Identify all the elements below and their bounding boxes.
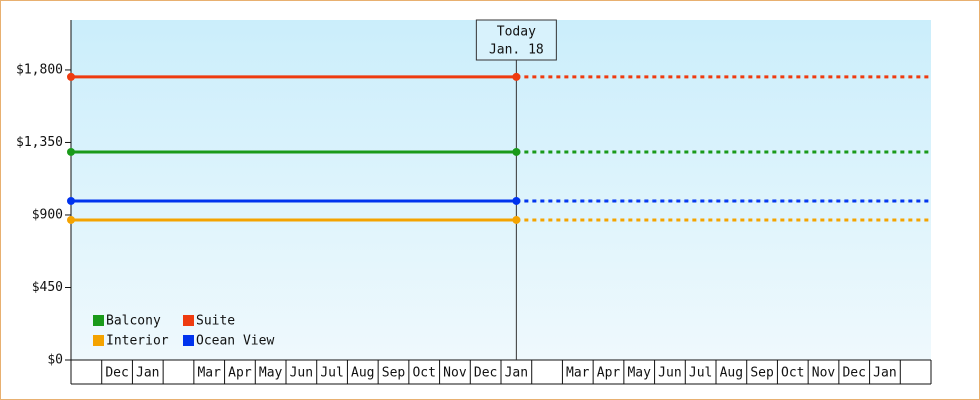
x-tick-label: Jun xyxy=(658,366,681,381)
x-tick-label: Aug xyxy=(351,366,374,381)
y-tick-label: $450 xyxy=(32,280,63,295)
legend-label: Ocean View xyxy=(196,334,274,349)
today-box xyxy=(475,19,557,61)
legend-swatch xyxy=(183,335,194,346)
plot-area xyxy=(71,20,931,360)
x-tick-label: Jun xyxy=(290,366,313,381)
y-tick-label: $1,350 xyxy=(16,135,63,150)
x-tick-label: Dec xyxy=(105,366,128,381)
point xyxy=(67,147,75,156)
x-tick-label: Mar xyxy=(197,366,221,381)
x-tick-label: Apr xyxy=(228,366,252,381)
y-tick-label: $0 xyxy=(47,353,63,368)
x-tick-label: Jan xyxy=(136,366,159,381)
x-tick-label: Jul xyxy=(320,366,343,381)
x-tick-label: May xyxy=(259,366,283,381)
legend-swatch xyxy=(93,315,104,326)
y-tick-label: $1,800 xyxy=(16,62,63,77)
x-tick-label: Dec xyxy=(474,366,497,381)
point xyxy=(512,215,521,224)
today-label: Jan. 18 xyxy=(489,43,544,58)
x-tick-label: Jul xyxy=(689,366,712,381)
x-tick-label: Mar xyxy=(566,366,590,381)
x-tick-label: Oct xyxy=(781,366,804,381)
y-tick-label: $900 xyxy=(32,207,63,222)
x-tick-label: Sep xyxy=(750,366,774,381)
x-tick-label: Aug xyxy=(720,366,743,381)
x-tick-label: Dec xyxy=(842,366,865,381)
legend-swatch xyxy=(183,315,194,326)
legend-label: Balcony xyxy=(106,314,161,329)
point xyxy=(512,147,521,156)
legend-label: Interior xyxy=(106,334,169,349)
x-tick-label: Apr xyxy=(597,366,621,381)
legend-label: Suite xyxy=(196,314,235,329)
today-label: Today xyxy=(497,25,536,40)
x-tick-label: Oct xyxy=(412,366,435,381)
legend-swatch xyxy=(93,335,104,346)
x-tick-label: Nov xyxy=(812,366,836,381)
x-tick-label: Sep xyxy=(382,366,406,381)
point xyxy=(512,196,521,205)
x-tick-label: Nov xyxy=(443,366,467,381)
point xyxy=(67,215,75,224)
point xyxy=(512,72,521,81)
point xyxy=(67,72,75,81)
x-tick-label: Jan xyxy=(873,366,896,381)
x-tick-label: Jan xyxy=(505,366,528,381)
x-tick-label: May xyxy=(627,366,651,381)
point xyxy=(67,196,75,205)
